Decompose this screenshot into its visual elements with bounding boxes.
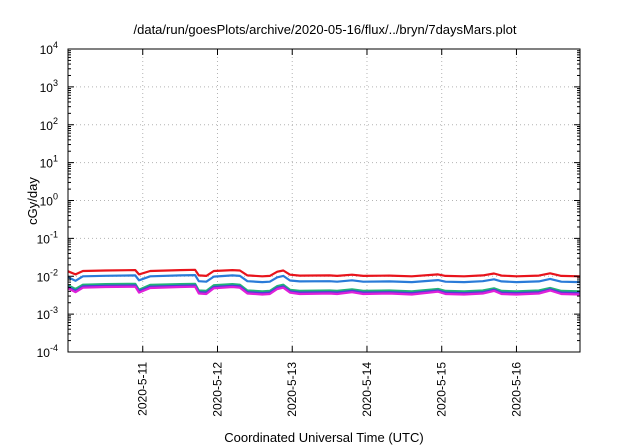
y-tick-label: 100 <box>40 192 58 209</box>
y-tick-label: 10-1 <box>37 229 58 246</box>
y-axis-label: cGy/day <box>25 177 40 225</box>
y-tick-label-base: 10 <box>40 157 54 171</box>
x-tick-labels: 2020-5-11 2020-5-12 2020-5-13 2020-5-14 2020… <box>136 362 524 417</box>
series-line-2 <box>67 274 581 284</box>
y-tick-label: 101 <box>40 154 58 171</box>
y-tick-label-exponent: 2 <box>53 116 58 126</box>
ticks <box>68 48 580 353</box>
series-line-1 <box>67 268 581 278</box>
x-tick-label: 2020-5-14 <box>360 362 374 417</box>
x-tick-label: 2020-5-11 <box>136 362 150 416</box>
chart-title: /data/run/goesPlots/archive/2020-05-16/f… <box>134 22 517 37</box>
y-tick-label-exponent: 0 <box>53 192 58 202</box>
x-tick-label: 2020-5-13 <box>285 362 299 417</box>
x-tick-label: 2020-5-16 <box>509 362 523 417</box>
series-lines <box>67 268 581 296</box>
y-tick-label: 103 <box>40 78 58 95</box>
y-tick-label: 102 <box>40 116 58 133</box>
x-tick-label: 2020-5-15 <box>435 362 449 417</box>
y-tick-label-base: 10 <box>40 195 54 209</box>
y-tick-label-exponent: 4 <box>53 40 58 50</box>
y-tick-label-exponent: -2 <box>50 267 58 277</box>
x-tick-label: 2020-5-12 <box>210 362 224 417</box>
y-tick-label: 10-2 <box>37 267 58 284</box>
y-tick-label-base: 10 <box>37 270 51 284</box>
y-tick-label-exponent: -3 <box>50 305 58 315</box>
y-tick-label-exponent: -1 <box>50 229 58 239</box>
y-tick-label: 10-3 <box>37 305 58 322</box>
y-tick-label-exponent: -4 <box>50 343 58 353</box>
series-line-3 <box>67 282 581 293</box>
y-tick-label-base: 10 <box>37 232 51 246</box>
y-tick-label: 10-4 <box>37 343 58 360</box>
y-tick-label-base: 10 <box>40 43 54 57</box>
y-tick-label-base: 10 <box>37 346 51 360</box>
y-tick-label-base: 10 <box>40 81 54 95</box>
y-tick-label-exponent: 1 <box>53 154 58 164</box>
y-tick-label-base: 10 <box>37 308 51 322</box>
y-tick-label-exponent: 3 <box>53 78 58 88</box>
y-tick-label-base: 10 <box>40 119 54 133</box>
x-axis-label: Coordinated Universal Time (UTC) <box>224 430 423 445</box>
y-tick-label: 104 <box>40 40 58 57</box>
series-line-5 <box>67 285 581 296</box>
